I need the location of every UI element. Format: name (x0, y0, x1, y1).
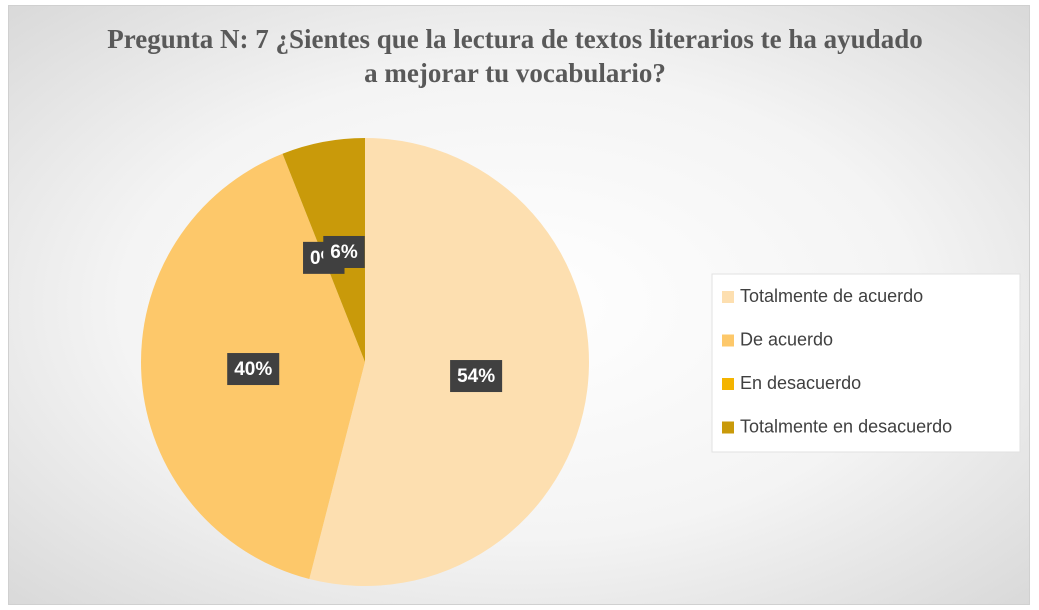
data-label: 40% (234, 359, 272, 380)
data-label-box (227, 353, 280, 386)
data-label: 54% (457, 366, 495, 387)
legend-label: Totalmente de acuerdo (740, 286, 923, 306)
legend-swatch (722, 421, 734, 434)
legend-swatch (722, 291, 734, 303)
chart-title: Pregunta N: 7 ¿Sientes que la lectura de… (107, 24, 923, 88)
data-label-box (323, 235, 365, 268)
legend-label: De acuerdo (740, 329, 833, 349)
legend-label: En desacuerdo (740, 373, 861, 393)
legend-swatch (722, 334, 734, 347)
legend-box (711, 273, 1021, 453)
data-label-box (450, 360, 503, 393)
pie-slice (309, 138, 589, 586)
legend-swatch (722, 378, 734, 390)
legend-label: Totalmente en desacuerdo (740, 416, 952, 436)
data-label: 6% (330, 242, 358, 263)
